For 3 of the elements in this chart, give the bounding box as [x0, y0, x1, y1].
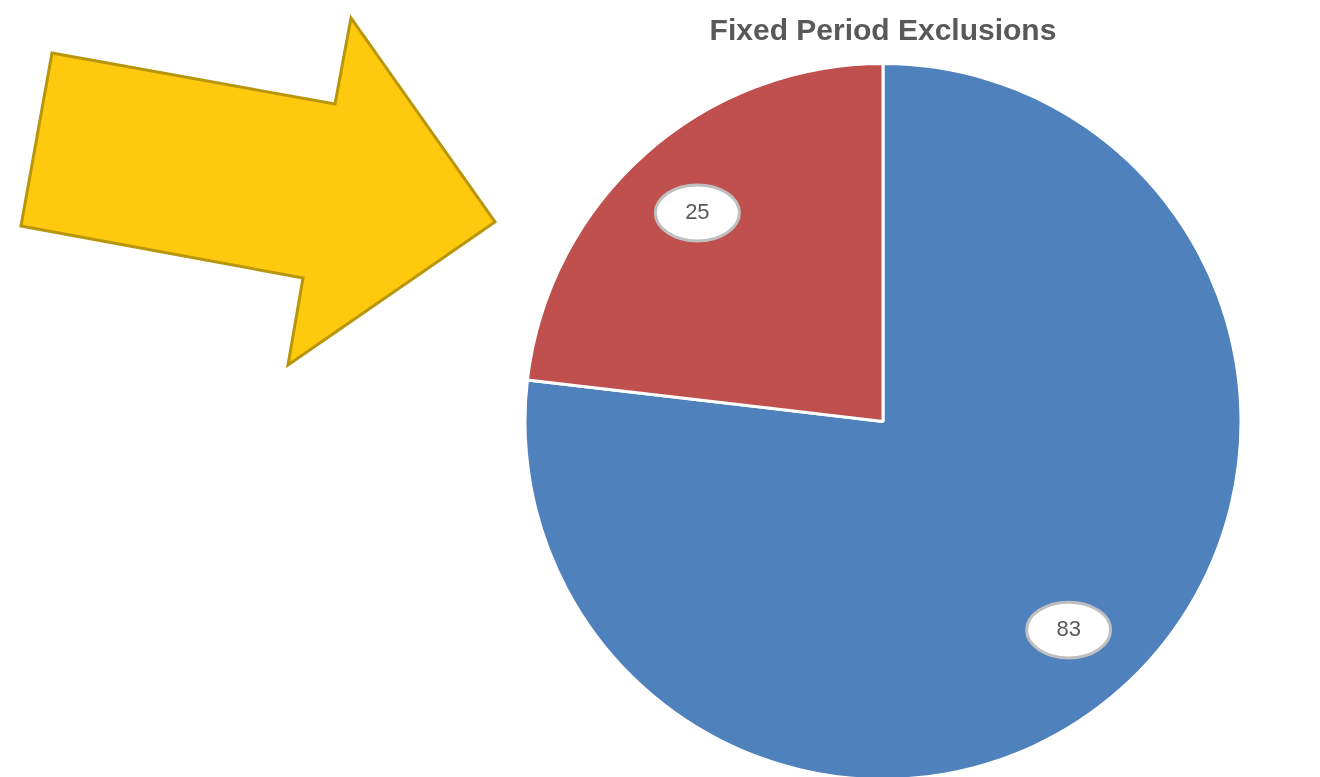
- data-label: 83: [1056, 616, 1081, 642]
- chart-title: Fixed Period Exclusions: [709, 13, 1057, 47]
- data-label: 25: [685, 198, 710, 224]
